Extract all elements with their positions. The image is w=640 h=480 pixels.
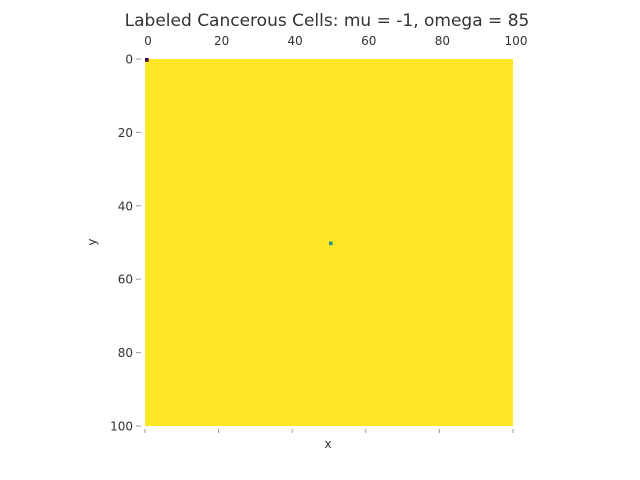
y-tick-label: 40	[118, 199, 133, 213]
y-tick-label: 100	[110, 420, 133, 434]
heatmap-cell	[329, 241, 333, 246]
x-tick-label: 40	[288, 34, 303, 48]
x-tick-label: 0	[144, 34, 152, 48]
x-tick-label: 60	[361, 34, 376, 48]
heatmap-cell	[145, 58, 149, 62]
chart-title: Labeled Cancerous Cells: mu = -1, omega …	[125, 11, 530, 31]
x-axis-label: x	[324, 437, 331, 451]
x-tick-label: 80	[435, 34, 450, 48]
y-tick-label: 20	[118, 126, 133, 140]
x-tick-label: 100	[505, 34, 528, 48]
axis-ticks: 0 20 40 60 80 100 0 20 40 60 80 100	[110, 33, 528, 434]
y-tick-label: 80	[118, 346, 133, 360]
x-tick-label: 20	[214, 34, 229, 48]
y-tick-label: 60	[118, 273, 133, 287]
plot-area	[145, 58, 513, 426]
y-tick-label: 0	[125, 53, 133, 67]
y-axis-label: y	[85, 238, 99, 245]
